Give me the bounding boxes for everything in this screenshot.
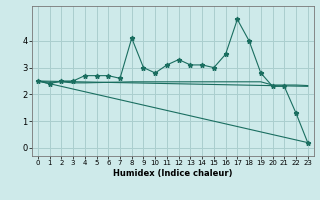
X-axis label: Humidex (Indice chaleur): Humidex (Indice chaleur) (113, 169, 233, 178)
